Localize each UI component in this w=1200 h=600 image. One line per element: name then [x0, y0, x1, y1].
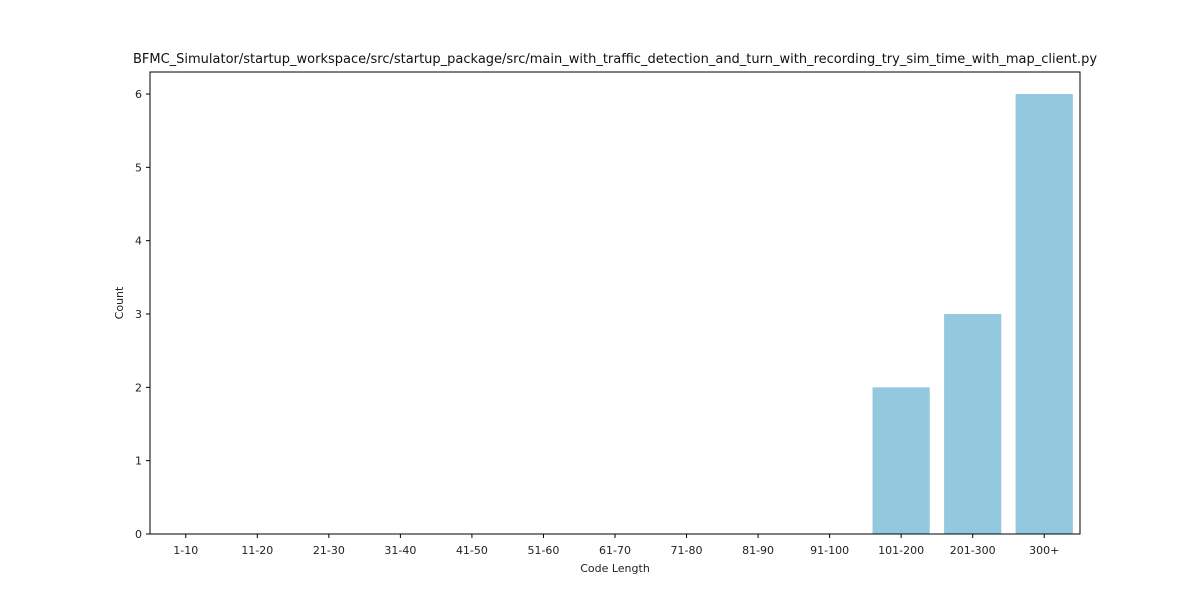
x-tick-label: 41-50 — [456, 544, 488, 557]
bar-201-300 — [944, 314, 1002, 534]
x-tick-label: 51-60 — [527, 544, 559, 557]
x-tick-label: 11-20 — [241, 544, 273, 557]
plot-frame — [149, 71, 1081, 535]
x-tick-label: 71-80 — [671, 544, 703, 557]
x-axis-label: Code Length — [580, 562, 650, 575]
y-tick-label: 3 — [135, 308, 142, 321]
x-axis-ticks: 1-10 11-20 21-30 31-40 41-50 51-60 61-70 71-80 8… — [173, 534, 1059, 557]
y-tick-label: 1 — [135, 455, 142, 468]
x-tick-label: 81-90 — [742, 544, 774, 557]
x-tick-label: 1-10 — [173, 544, 198, 557]
x-tick-label: 300+ — [1029, 544, 1059, 557]
y-tick-label: 6 — [135, 88, 142, 101]
bars-group — [872, 94, 1073, 534]
y-axis-label: Count — [113, 286, 126, 319]
x-tick-label: 61-70 — [599, 544, 631, 557]
x-tick-label: 21-30 — [313, 544, 345, 557]
y-tick-label: 4 — [135, 235, 142, 248]
bar-300+ — [1015, 94, 1073, 534]
y-tick-label: 2 — [135, 381, 142, 394]
x-tick-label: 31-40 — [384, 544, 416, 557]
y-axis-ticks: 0 1 2 3 4 5 6 — [135, 88, 150, 541]
bar-101-200 — [872, 387, 930, 534]
y-tick-label: 0 — [135, 528, 142, 541]
x-tick-label: 101-200 — [878, 544, 924, 557]
y-tick-label: 5 — [135, 161, 142, 174]
x-tick-label: 91-100 — [810, 544, 849, 557]
x-tick-label: 201-300 — [950, 544, 996, 557]
chart-title: BFMC_Simulator/startup_workspace/src/sta… — [133, 52, 1097, 67]
